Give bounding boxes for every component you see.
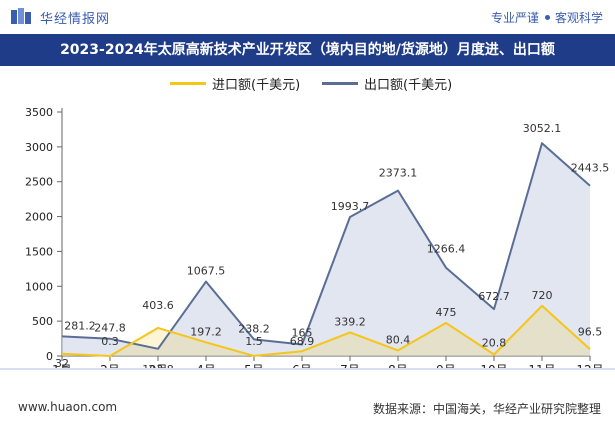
import-data-label: 0.3 — [101, 335, 119, 348]
export-data-label: 2373.1 — [379, 167, 418, 180]
x-tick-label: 7月 — [340, 363, 360, 368]
import-line — [61, 304, 591, 357]
import-data-label: 80.4 — [386, 333, 411, 346]
y-tick-label: 3000 — [25, 141, 53, 154]
tagline: 专业严谨 客观科学 — [491, 9, 603, 26]
legend-swatch-export — [322, 82, 358, 85]
x-tick-label: 11月 — [528, 363, 555, 368]
import-data-label: 1.5 — [245, 335, 263, 348]
y-tick-label: 1000 — [25, 280, 53, 293]
footer-site[interactable]: www.huaon.com — [18, 400, 118, 414]
export-data-label: 281.2 — [64, 319, 96, 332]
chart-areas — [62, 143, 590, 356]
import-data-label: 96.5 — [578, 325, 603, 338]
chart-plot: 0 500 1000 1500 2000 2500 3000 3500 1月 2月 3月 4月 5月 6月… — [25, 106, 609, 368]
x-tick-label: 3月 — [148, 363, 168, 368]
footer-divider — [0, 368, 615, 370]
footer-source: 数据来源：中国海关，华经产业研究院整理 — [372, 402, 601, 416]
export-data-label: 103.8 — [142, 363, 174, 368]
top-bar: 华经情报网 专业严谨 客观科学 — [0, 0, 615, 34]
import-data-label: 339.2 — [334, 315, 366, 328]
legend-label-export: 出口额(千美元) — [364, 78, 453, 93]
export-data-label: 672.7 — [478, 290, 510, 303]
y-tick-label: 2000 — [25, 211, 53, 224]
export-data-label: 247.8 — [94, 322, 126, 335]
x-tick-label: 6月 — [292, 363, 312, 368]
x-tick-label: 8月 — [388, 363, 408, 368]
x-tick-label: 12月 — [576, 363, 603, 368]
tagline-left: 专业严谨 — [490, 11, 539, 25]
legend-swatch-import — [170, 82, 206, 85]
export-data-label: 2443.5 — [571, 162, 610, 175]
import-data-label: 197.2 — [190, 325, 222, 338]
export-data-label: 165 — [292, 326, 313, 339]
import-data-label: 68.9 — [290, 335, 315, 348]
x-tick-label: 10月 — [480, 363, 507, 368]
export-data-label: 1266.4 — [427, 243, 466, 256]
bullet-dot-icon — [544, 15, 550, 20]
import-data-label: 32 — [55, 357, 69, 368]
x-tick-label: 4月 — [196, 363, 216, 368]
import-area — [62, 305, 590, 356]
chart-legend: 进口额(千美元) 出口额(千美元) — [0, 72, 615, 94]
export-data-label: 1067.5 — [187, 265, 226, 278]
export-data-label: 3052.1 — [523, 122, 562, 135]
x-tick-label: 5月 — [244, 363, 264, 368]
legend-label-import: 进口额(千美元) — [212, 78, 301, 93]
footer: www.huaon.com 数据来源：中国海关，华经产业研究院整理 — [0, 368, 615, 427]
y-tick-label: 1500 — [25, 245, 53, 258]
tagline-right: 客观科学 — [554, 11, 603, 25]
chart-title: 2023-2024年太原高新技术产业开发区（境内目的地/货源地）月度进、出口额 — [60, 42, 555, 58]
x-tick-label: 9月 — [436, 363, 456, 368]
import-data-label: 403.6 — [142, 299, 174, 312]
chart-data-labels: 32 0.3 403.6 197.2 1.5 68.9 339.2 80.4 475 20.8 72… — [55, 122, 609, 368]
y-tick-label: 2500 — [25, 176, 53, 189]
x-tick-label: 1月 — [52, 363, 72, 368]
export-data-label: 238.2 — [238, 322, 270, 335]
export-data-label: 1993.7 — [331, 200, 370, 213]
import-data-label: 20.8 — [482, 337, 507, 350]
brand-name[interactable]: 华经情报网 — [40, 12, 111, 27]
export-line — [61, 142, 591, 350]
y-tick-label: 3500 — [25, 106, 53, 119]
chart-lines — [61, 142, 591, 357]
export-area — [62, 143, 590, 356]
x-tick-label: 2月 — [100, 363, 120, 368]
import-data-label: 475 — [436, 306, 457, 319]
y-tick-label: 0 — [46, 350, 53, 363]
chart-axes: 0 500 1000 1500 2000 2500 3000 3500 1月 2月 3月 4月 5月 6月… — [25, 106, 604, 368]
title-bar: 2023-2024年太原高新技术产业开发区（境内目的地/货源地）月度进、出口额 — [0, 34, 615, 66]
import-data-label: 720 — [532, 289, 553, 302]
y-tick-label: 500 — [32, 315, 53, 328]
brand-logo-icon — [11, 8, 31, 24]
